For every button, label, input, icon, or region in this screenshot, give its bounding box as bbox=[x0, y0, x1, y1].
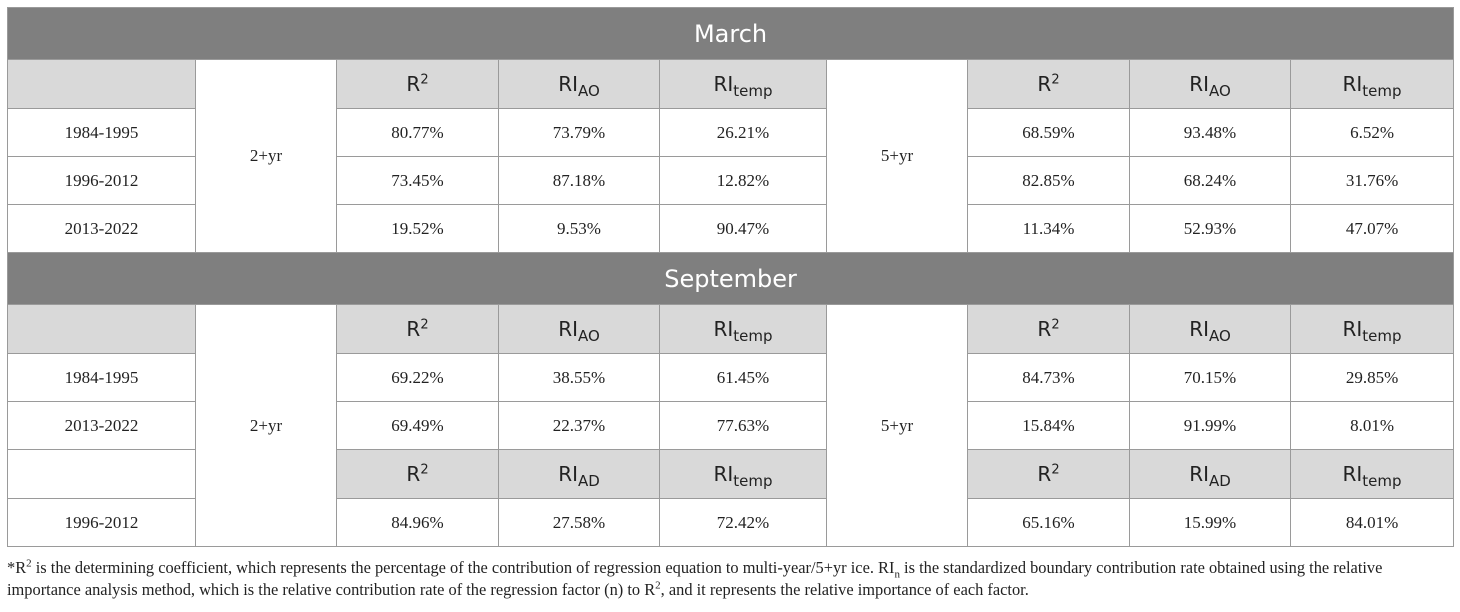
header-blank-cell bbox=[7, 59, 196, 109]
header-ri-temp: RItemp bbox=[659, 304, 827, 354]
header-r2: R2 bbox=[967, 59, 1130, 109]
value-cell: 90.47% bbox=[659, 204, 827, 253]
value-cell: 91.99% bbox=[1129, 401, 1291, 450]
value-cell: 29.85% bbox=[1289, 353, 1455, 402]
value-cell: 47.07% bbox=[1289, 204, 1455, 253]
table-row: 1984-1995 69.22% 38.55% 61.45% 84.73% 70… bbox=[7, 353, 1455, 402]
table-row: 1984-1995 80.77% 73.79% 26.21% 68.59% 93… bbox=[7, 108, 1455, 157]
value-cell: 31.76% bbox=[1289, 156, 1455, 205]
period-cell: 1984-1995 bbox=[7, 353, 196, 402]
value-cell: 26.21% bbox=[659, 108, 827, 157]
header-blank-cell bbox=[7, 304, 196, 354]
group-label-2yr: 2+yr bbox=[195, 304, 337, 547]
value-cell: 12.82% bbox=[659, 156, 827, 205]
value-cell: 72.42% bbox=[659, 498, 827, 547]
header-ri-temp: RItemp bbox=[659, 59, 827, 109]
period-cell: 1996-2012 bbox=[7, 156, 196, 205]
value-cell: 6.52% bbox=[1289, 108, 1455, 157]
value-cell: 84.01% bbox=[1289, 498, 1455, 547]
header-r2: R2 bbox=[336, 304, 499, 354]
header-ri-ao: RIAO bbox=[1129, 59, 1291, 109]
section-title-september: September bbox=[6, 252, 1455, 305]
value-cell: 68.59% bbox=[967, 108, 1130, 157]
header-ri-temp: RItemp bbox=[1289, 304, 1455, 354]
table-row: 2013-2022 69.49% 22.37% 77.63% 15.84% 91… bbox=[7, 401, 1455, 450]
value-cell: 77.63% bbox=[659, 401, 827, 450]
period-cell: 1984-1995 bbox=[7, 108, 196, 157]
header-ri-ao: RIAO bbox=[498, 59, 660, 109]
value-cell: 27.58% bbox=[498, 498, 660, 547]
header-ri-temp: RItemp bbox=[1289, 59, 1455, 109]
value-cell: 73.79% bbox=[498, 108, 660, 157]
value-cell: 38.55% bbox=[498, 353, 660, 402]
value-cell: 15.99% bbox=[1129, 498, 1291, 547]
period-cell: 2013-2022 bbox=[7, 401, 196, 450]
period-cell: 2013-2022 bbox=[7, 204, 196, 253]
value-cell: 11.34% bbox=[967, 204, 1130, 253]
table-row: 1996-2012 84.96% 27.58% 72.42% 65.16% 15… bbox=[7, 498, 1455, 547]
table-footnote: *R2 is the determining coefficient, whic… bbox=[7, 557, 1383, 599]
header-blank-cell bbox=[7, 449, 196, 499]
table-row: 2013-2022 19.52% 9.53% 90.47% 11.34% 52.… bbox=[7, 204, 1455, 253]
value-cell: 84.73% bbox=[967, 353, 1130, 402]
group-label-5yr: 5+yr bbox=[826, 59, 968, 253]
table-row: 1996-2012 73.45% 87.18% 12.82% 82.85% 68… bbox=[7, 156, 1455, 205]
header-ri-temp: RItemp bbox=[1289, 449, 1455, 499]
value-cell: 93.48% bbox=[1129, 108, 1291, 157]
header-ri-ao: RIAO bbox=[1129, 304, 1291, 354]
value-cell: 68.24% bbox=[1129, 156, 1291, 205]
value-cell: 65.16% bbox=[967, 498, 1130, 547]
value-cell: 87.18% bbox=[498, 156, 660, 205]
header-r2: R2 bbox=[967, 449, 1130, 499]
value-cell: 69.49% bbox=[336, 401, 499, 450]
value-cell: 84.96% bbox=[336, 498, 499, 547]
value-cell: 52.93% bbox=[1129, 204, 1291, 253]
header-ri-ao: RIAO bbox=[498, 304, 660, 354]
value-cell: 69.22% bbox=[336, 353, 499, 402]
header-r2: R2 bbox=[967, 304, 1130, 354]
section-title-march: March bbox=[6, 7, 1455, 60]
value-cell: 9.53% bbox=[498, 204, 660, 253]
value-cell: 80.77% bbox=[336, 108, 499, 157]
value-cell: 22.37% bbox=[498, 401, 660, 450]
value-cell: 70.15% bbox=[1129, 353, 1291, 402]
header-ri-ad: RIAD bbox=[1129, 449, 1291, 499]
header-ri-ad: RIAD bbox=[498, 449, 660, 499]
group-label-2yr: 2+yr bbox=[195, 59, 337, 253]
value-cell: 61.45% bbox=[659, 353, 827, 402]
header-r2: R2 bbox=[336, 449, 499, 499]
header-r2: R2 bbox=[336, 59, 499, 109]
value-cell: 15.84% bbox=[967, 401, 1130, 450]
header-ri-temp: RItemp bbox=[659, 449, 827, 499]
value-cell: 82.85% bbox=[967, 156, 1130, 205]
group-label-5yr: 5+yr bbox=[826, 304, 968, 547]
value-cell: 19.52% bbox=[336, 204, 499, 253]
period-cell: 1996-2012 bbox=[7, 498, 196, 547]
value-cell: 8.01% bbox=[1289, 401, 1455, 450]
value-cell: 73.45% bbox=[336, 156, 499, 205]
results-table: March 2+yr R2 RIAO RItemp 5+yr R2 RIAO R… bbox=[6, 7, 1455, 547]
